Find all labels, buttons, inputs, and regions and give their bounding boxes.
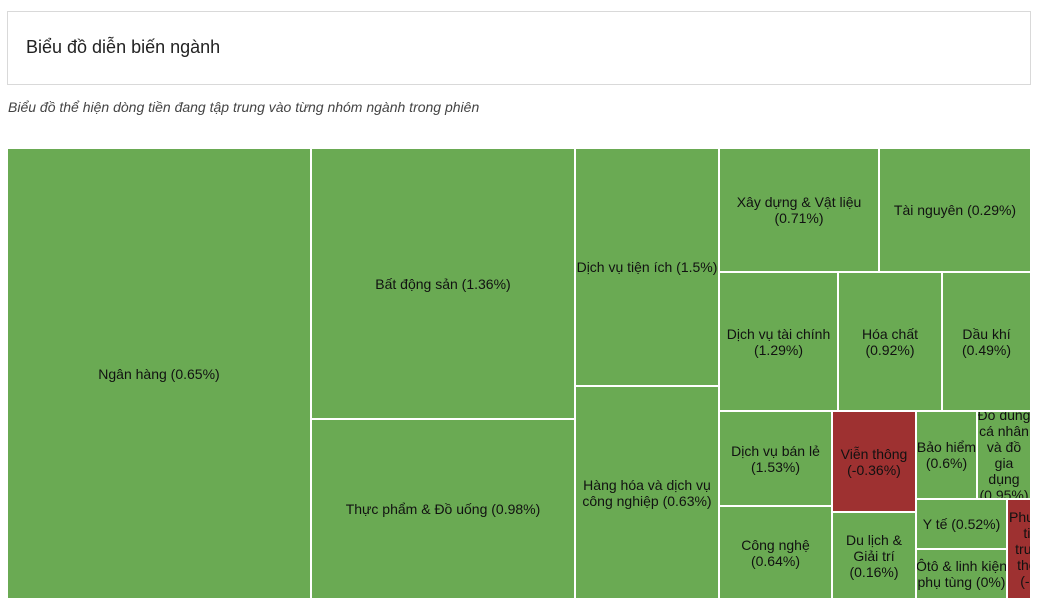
tile-label: Ôtô & linh kiện phụ tùng (0%) <box>916 558 1007 590</box>
treemap-tile-dich-vu-tien-ich[interactable]: Dịch vụ tiện ích (1.5%) <box>575 148 719 386</box>
tile-label: Dịch vụ tài chính (1.29%) <box>726 326 832 358</box>
tile-label-line: Hàng hóa và dịch vụ <box>583 476 711 493</box>
tile-label: Phươngtiệntruyềnthông(-0.8 <box>1008 509 1031 589</box>
tile-label-line: gia <box>994 455 1014 471</box>
tile-label: Bất động sản (1.36%) <box>374 276 511 292</box>
treemap-tile-vien-thong[interactable]: Viễn thông (-0.36%) <box>832 411 916 512</box>
treemap-tile-hoa-chat[interactable]: Hóa chất (0.92%) <box>838 272 942 411</box>
tile-label-line: Phương <box>1009 509 1030 525</box>
tile-label-line: Ôtô & linh kiện <box>916 558 1007 574</box>
treemap-tile-du-lich-giai-tri[interactable]: Du lịch & Giải trí (0.16%) <box>832 512 916 599</box>
tile-label-line: Giải trí <box>853 547 895 564</box>
tile-label-line: và đồ <box>986 439 1022 455</box>
treemap-tile-phuong-tien-truyen-thong[interactable]: Phươngtiệntruyềnthông(-0.8 <box>1007 499 1031 599</box>
treemap-tile-do-dung-ca-nhan[interactable]: Đồ dùng cá nhân và đồ gia dụng (0.95%) <box>977 411 1031 499</box>
tile-label-line: Ngân hàng (0.65%) <box>98 365 220 382</box>
tile-label-line: Viễn thông <box>840 445 908 462</box>
tile-label: Viễn thông (-0.36%) <box>840 446 909 478</box>
tile-label-line: Bất động sản (1.36%) <box>375 275 511 292</box>
tile-label-line: Xây dựng & Vật liệu <box>736 194 862 210</box>
tile-label-line: Đồ dùng <box>977 411 1031 423</box>
tile-label-line: Dịch vụ tiện ích (1.5%) <box>576 259 718 275</box>
tile-label-line: (0.92%) <box>865 341 915 358</box>
tile-label-line: tiện <box>1023 525 1031 541</box>
tile-label-line: dụng <box>988 471 1020 487</box>
tile-label-line: Thực phẩm & Đồ uống (0.98%) <box>345 501 541 517</box>
tile-label-line: (-0.8 <box>1020 573 1030 589</box>
treemap-tile-xay-dung-vat-lieu[interactable]: Xây dựng & Vật liệu (0.71%) <box>719 148 879 272</box>
tile-label: Ngân hàng (0.65%) <box>97 366 220 382</box>
tile-label-line: Du lịch & <box>845 531 903 548</box>
treemap-tile-dich-vu-tai-chinh[interactable]: Dịch vụ tài chính (1.29%) <box>719 272 838 411</box>
tile-label: Dịch vụ bán lẻ (1.53%) <box>730 443 821 475</box>
tile-label-line: (-0.36%) <box>847 461 901 478</box>
tile-label-line: truyền <box>1015 541 1031 557</box>
tile-label-line: (1.53%) <box>750 458 801 475</box>
tile-label-line: Y tế (0.52%) <box>922 516 1001 532</box>
treemap-tile-tai-nguyen[interactable]: Tài nguyên (0.29%) <box>879 148 1031 272</box>
treemap-tile-y-te[interactable]: Y tế (0.52%) <box>916 499 1007 549</box>
tile-label: Bảo hiểm (0.6%) <box>916 439 977 471</box>
tile-label-line: Hóa chất <box>861 325 919 342</box>
tile-label-line: Dịch vụ tài chính <box>726 325 831 342</box>
tile-label-line: (0.16%) <box>849 563 899 580</box>
tile-label-line: Dịch vụ bán lẻ <box>731 442 820 459</box>
tile-label: Du lịch & Giải trí (0.16%) <box>845 532 903 580</box>
tile-label-line: (0.49%) <box>961 341 1012 358</box>
tile-label-line: (1.29%) <box>753 341 804 358</box>
tile-label-line: cá nhân <box>979 423 1029 439</box>
chart-header: Biểu đồ diễn biến ngành <box>7 11 1031 85</box>
treemap-tile-dau-khi[interactable]: Dầu khí (0.49%) <box>942 272 1031 411</box>
treemap-tile-bao-hiem[interactable]: Bảo hiểm (0.6%) <box>916 411 977 499</box>
tile-label: Đồ dùng cá nhân và đồ gia dụng (0.95%) <box>977 411 1031 499</box>
chart-subtitle: Biểu đồ thể hiện dòng tiền đang tập trun… <box>8 99 480 115</box>
treemap-tile-thuc-pham-do-uong[interactable]: Thực phẩm & Đồ uống (0.98%) <box>311 419 575 599</box>
chart-title: Biểu đồ diễn biến ngành <box>26 37 221 57</box>
tile-label: Dầu khí (0.49%) <box>961 326 1012 358</box>
tile-label: Y tế (0.52%) <box>922 516 1002 532</box>
tile-label-line: Công nghệ <box>741 536 810 553</box>
tile-label-line: công nghiệp (0.63%) <box>582 492 712 509</box>
tile-label: Hóa chất (0.92%) <box>861 326 919 358</box>
tile-label-line: (0.64%) <box>750 552 800 569</box>
tile-label-line: (0.71%) <box>774 210 824 226</box>
tile-label: Hàng hóa và dịch vụ công nghiệp (0.63%) <box>581 477 712 509</box>
treemap-tile-ngan-hang[interactable]: Ngân hàng (0.65%) <box>7 148 311 599</box>
tile-label: Công nghệ (0.64%) <box>740 537 811 569</box>
tile-label-line: (0.95%) <box>979 487 1029 499</box>
treemap-tile-cong-nghe[interactable]: Công nghệ (0.64%) <box>719 506 832 599</box>
treemap-tile-bat-dong-san[interactable]: Bất động sản (1.36%) <box>311 148 575 419</box>
tile-label-line: Tài nguyên (0.29%) <box>893 202 1017 218</box>
tile-label-line: Bảo hiểm <box>916 439 977 455</box>
tile-label: Xây dựng & Vật liệu (0.71%) <box>736 194 863 226</box>
tile-label: Dịch vụ tiện ích (1.5%) <box>576 259 718 275</box>
tile-label-line: Dầu khí <box>962 325 1011 342</box>
tile-label: Thực phẩm & Đồ uống (0.98%) <box>345 501 542 517</box>
tile-label-line: (0.6%) <box>925 455 968 471</box>
tile-label-line: phụ tùng (0%) <box>917 574 1006 590</box>
treemap-tile-dich-vu-ban-le[interactable]: Dịch vụ bán lẻ (1.53%) <box>719 411 832 506</box>
tile-label: Tài nguyên (0.29%) <box>893 202 1017 218</box>
treemap-tile-hang-hoa-dich-vu-cong-nghiep[interactable]: Hàng hóa và dịch vụ công nghiệp (0.63%) <box>575 386 719 599</box>
sector-treemap: Ngân hàng (0.65%) Bất động sản (1.36%) Thự… <box>7 148 1031 599</box>
treemap-tile-oto-linh-kien[interactable]: Ôtô & linh kiện phụ tùng (0%) <box>916 549 1007 599</box>
tile-label-line: thông <box>1017 557 1030 573</box>
